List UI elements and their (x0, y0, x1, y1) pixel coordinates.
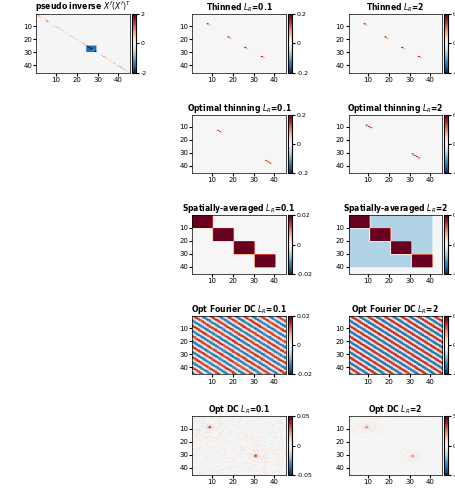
Title: Opt Fourier DC $L_R$=0.1: Opt Fourier DC $L_R$=0.1 (191, 303, 287, 316)
Title: Optimal thinning $L_R$=2: Optimal thinning $L_R$=2 (346, 102, 442, 114)
Title: Optimal thinning $L_R$=0.1: Optimal thinning $L_R$=0.1 (186, 102, 291, 114)
Title: Opt DC $L_R$=2: Opt DC $L_R$=2 (367, 404, 421, 416)
Title: Thinned $L_R$=0.1: Thinned $L_R$=0.1 (205, 2, 272, 14)
Title: Opt DC $L_R$=0.1: Opt DC $L_R$=0.1 (207, 404, 270, 416)
Title: pseudo inverse $X^f(X^f)^T$: pseudo inverse $X^f(X^f)^T$ (35, 0, 131, 14)
Title: Thinned $L_R$=2: Thinned $L_R$=2 (365, 2, 424, 14)
Title: Spatially-averaged $L_R$=2: Spatially-averaged $L_R$=2 (342, 202, 447, 215)
Title: Opt Fourier DC $L_R$=2: Opt Fourier DC $L_R$=2 (350, 303, 438, 316)
Title: Spatially-averaged $L_R$=0.1: Spatially-averaged $L_R$=0.1 (182, 202, 295, 215)
